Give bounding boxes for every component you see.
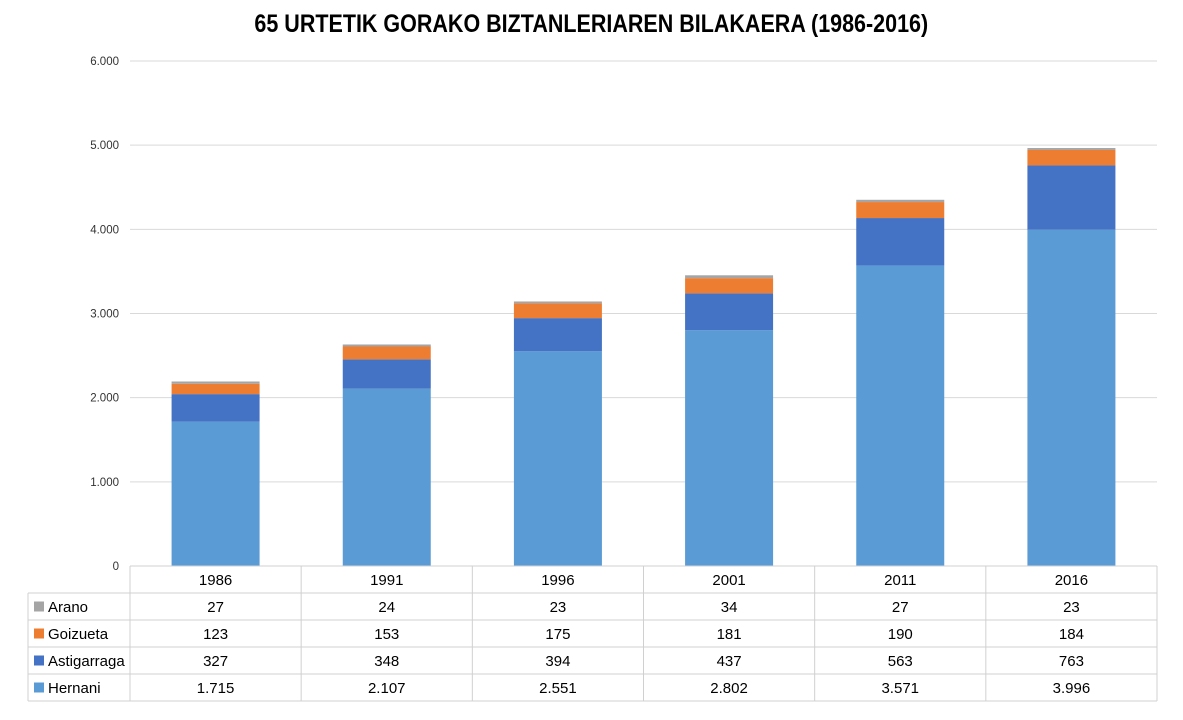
data-table-cell: 2.551 <box>539 680 577 697</box>
y-tick-label: 5.000 <box>90 140 119 152</box>
data-table-cell: 2.107 <box>368 680 406 697</box>
y-axis-ticks: 0 1.000 2.000 3.000 4.000 5.000 6.000 <box>90 56 119 573</box>
data-table: 1986 1991 1996 2001 2011 2016 Arano 27 24 23 34 27 2… <box>27 565 1158 702</box>
data-table-cell: 348 <box>374 653 399 670</box>
bar-segment-hernani <box>856 265 945 566</box>
legend-label: Arano <box>48 599 88 616</box>
y-tick-label: 0 <box>113 561 119 573</box>
data-table-cell: 153 <box>374 626 399 643</box>
legend-label: Goizueta <box>48 626 109 643</box>
x-category-label: 1986 <box>199 572 232 589</box>
bar-segment-astigarraga <box>171 394 260 422</box>
bar-segment-arano <box>342 344 431 347</box>
bar-segment-hernani <box>342 388 431 566</box>
legend-swatch-hernani <box>34 682 44 693</box>
legend-swatch-goizueta <box>34 628 44 639</box>
data-table-cell: 563 <box>888 653 913 670</box>
y-tick-label: 6.000 <box>90 56 119 68</box>
bar-segment-astigarraga <box>513 318 602 352</box>
data-table-cell: 1.715 <box>197 680 235 697</box>
bar-segment-arano <box>856 199 945 203</box>
bar-segment-hernani <box>1027 229 1116 567</box>
data-table-cell: 437 <box>717 653 742 670</box>
bar-segment-astigarraga <box>856 218 945 266</box>
bar-segment-goizueta <box>685 278 774 294</box>
data-table-cell: 2.802 <box>710 680 748 697</box>
bar-segment-arano <box>685 275 774 279</box>
bar-segment-goizueta <box>1027 149 1116 166</box>
data-table-cell: 27 <box>207 599 224 616</box>
data-table-cell: 181 <box>717 626 742 643</box>
data-table-cell: 123 <box>203 626 228 643</box>
y-tick-label: 1.000 <box>90 477 119 489</box>
y-tick-label: 3.000 <box>90 309 119 321</box>
data-table-cell: 190 <box>888 626 913 643</box>
data-table-cell: 3.571 <box>881 680 919 697</box>
bar-segment-arano <box>1027 148 1116 150</box>
bars <box>171 148 1116 567</box>
legend-swatch-astigarraga <box>34 655 44 666</box>
legend-label: Astigarraga <box>48 653 125 670</box>
y-tick-label: 4.000 <box>90 224 119 236</box>
data-table-cell: 184 <box>1059 626 1084 643</box>
bar-segment-hernani <box>513 351 602 566</box>
legend-label: Hernani <box>48 680 101 697</box>
bar-segment-astigarraga <box>342 359 431 389</box>
data-table-cell: 327 <box>203 653 228 670</box>
x-category-label: 2011 <box>884 572 916 589</box>
bar-segment-goizueta <box>856 202 945 219</box>
data-table-cell: 23 <box>550 599 567 616</box>
data-table-cell: 24 <box>378 599 395 616</box>
bar-segment-hernani <box>685 330 774 566</box>
bar-segment-hernani <box>171 421 260 566</box>
data-table-cell: 23 <box>1063 599 1080 616</box>
data-table-cell: 394 <box>545 653 570 670</box>
chart-title: 65 URTETIK GORAKO BIZTANLERIAREN BILAKAE… <box>254 10 929 38</box>
data-table-cell: 763 <box>1059 653 1084 670</box>
data-table-cell: 3.996 <box>1053 680 1091 697</box>
y-tick-label: 2.000 <box>90 393 119 405</box>
bar-segment-astigarraga <box>685 293 774 331</box>
x-category-label: 1991 <box>370 572 403 589</box>
bar-segment-astigarraga <box>1027 165 1116 230</box>
x-category-label: 1996 <box>541 572 574 589</box>
bar-segment-arano <box>171 381 260 384</box>
bar-segment-goizueta <box>513 303 602 319</box>
bar-segment-goizueta <box>342 346 431 360</box>
data-table-cell: 34 <box>721 599 738 616</box>
data-table-cell: 175 <box>545 626 570 643</box>
bar-segment-arano <box>513 301 602 304</box>
data-table-cell: 27 <box>892 599 909 616</box>
legend-swatch-arano <box>34 601 44 612</box>
bar-segment-goizueta <box>171 383 260 395</box>
x-category-label: 2016 <box>1055 572 1088 589</box>
gridlines <box>130 60 1157 483</box>
x-category-label: 2001 <box>712 572 745 589</box>
